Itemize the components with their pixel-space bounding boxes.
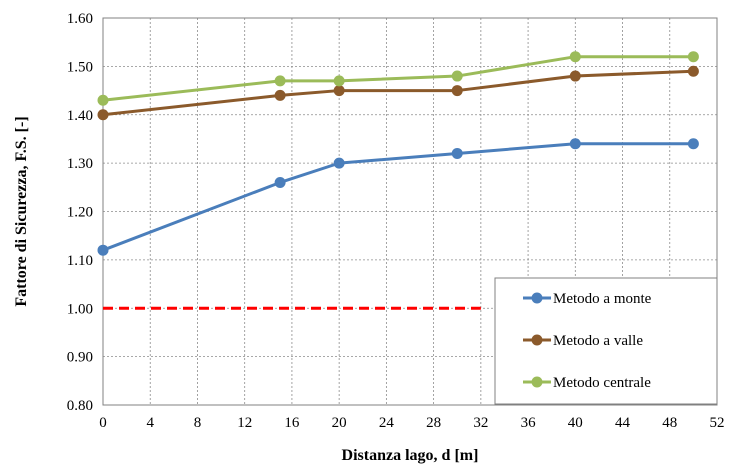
legend-marker bbox=[531, 292, 543, 304]
x-tick-labels: 0 4 8 12 16 20 24 28 32 36 40 44 48 52 bbox=[99, 415, 724, 431]
data-point bbox=[451, 85, 463, 97]
x-tick-label: 20 bbox=[332, 415, 347, 431]
data-point bbox=[274, 176, 286, 188]
x-tick-label: 52 bbox=[710, 415, 725, 431]
x-tick-label: 48 bbox=[662, 415, 677, 431]
legend-label: Metodo a valle bbox=[553, 333, 643, 349]
data-point bbox=[687, 51, 699, 63]
legend-item: Metodo a monte bbox=[523, 291, 652, 307]
legend-item: Metodo a valle bbox=[523, 333, 643, 349]
y-tick-label: 1.00 bbox=[67, 301, 93, 317]
y-tick-label: 1.30 bbox=[67, 156, 93, 172]
data-point bbox=[97, 109, 109, 121]
data-point bbox=[569, 138, 581, 150]
legend-label: Metodo a monte bbox=[553, 291, 652, 307]
series-line bbox=[102, 55, 694, 102]
x-tick-label: 12 bbox=[237, 415, 252, 431]
series-2 bbox=[97, 65, 699, 121]
series-line bbox=[102, 69, 694, 117]
x-tick-label: 40 bbox=[568, 415, 583, 431]
x-tick-label: 0 bbox=[99, 415, 107, 431]
legend-item: Metodo centrale bbox=[523, 375, 651, 391]
x-tick-label: 4 bbox=[146, 415, 154, 431]
y-tick-label: 1.10 bbox=[67, 253, 93, 269]
y-tick-label: 1.20 bbox=[67, 205, 93, 221]
legend-label: Metodo centrale bbox=[553, 375, 651, 391]
y-tick-labels: 0.80 0.90 1.00 1.10 1.20 1.30 1.40 1.50 1.60 bbox=[67, 11, 93, 414]
data-point bbox=[333, 85, 345, 97]
series-1 bbox=[97, 138, 699, 256]
x-tick-label: 24 bbox=[379, 415, 395, 431]
plot-frame bbox=[102, 17, 718, 406]
data-point bbox=[274, 75, 286, 87]
data-point bbox=[333, 75, 345, 87]
series-line bbox=[102, 142, 694, 252]
y-tick-label: 0.90 bbox=[67, 350, 93, 366]
y-tick-label: 1.40 bbox=[67, 108, 93, 124]
x-tick-label: 32 bbox=[473, 415, 488, 431]
y-tick-label: 1.50 bbox=[67, 59, 93, 75]
y-axis-title: Fattore di Sicurezza, F.S. [-] bbox=[13, 116, 30, 306]
x-tick-label: 28 bbox=[426, 415, 441, 431]
x-tick-label: 36 bbox=[521, 415, 537, 431]
x-tick-label: 44 bbox=[615, 415, 631, 431]
data-point bbox=[97, 94, 109, 106]
data-point bbox=[97, 244, 109, 256]
legend-marker bbox=[531, 334, 543, 346]
x-tick-label: 16 bbox=[284, 415, 300, 431]
data-point bbox=[333, 157, 345, 169]
legend-marker bbox=[531, 376, 543, 388]
data-point bbox=[569, 70, 581, 82]
y-tick-label: 0.80 bbox=[67, 398, 93, 414]
data-point bbox=[274, 89, 286, 101]
legend: Metodo a monte Metodo a valle Metodo centr… bbox=[494, 277, 718, 405]
data-point bbox=[451, 147, 463, 159]
data-point bbox=[451, 70, 463, 82]
data-point bbox=[569, 51, 581, 63]
data-point bbox=[687, 65, 699, 77]
y-tick-label: 1.60 bbox=[67, 11, 93, 27]
x-axis-title: Distanza lago, d [m] bbox=[342, 447, 479, 464]
x-tick-label: 8 bbox=[194, 415, 202, 431]
series-3 bbox=[97, 51, 699, 106]
series-layer bbox=[97, 51, 699, 256]
data-point bbox=[687, 138, 699, 150]
